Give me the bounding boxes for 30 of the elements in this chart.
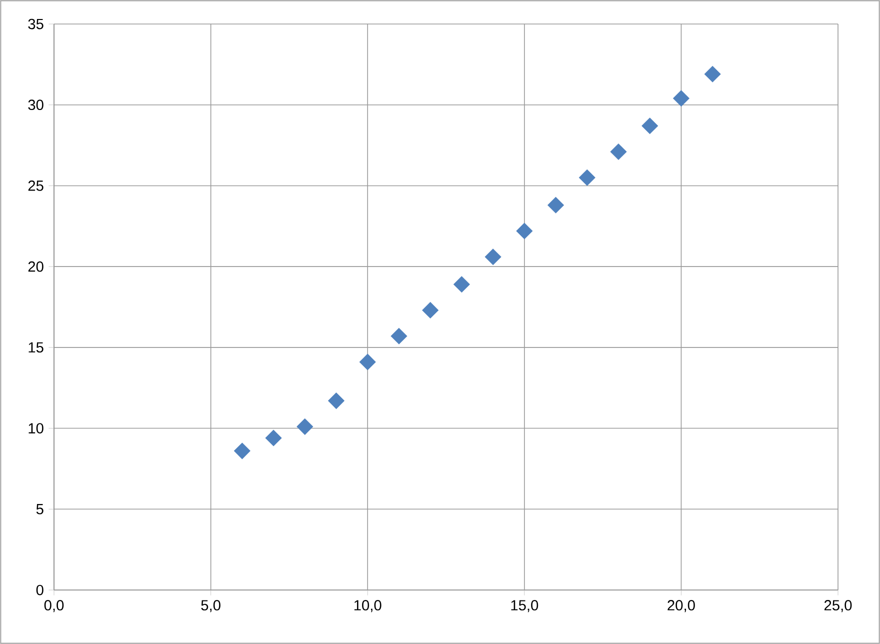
y-tick-label: 30 (28, 100, 44, 110)
point (328, 392, 344, 409)
x-tick-label: 0,0 (44, 600, 64, 612)
point (265, 430, 282, 446)
y-tick-label: 0 (36, 584, 44, 596)
point (516, 222, 533, 240)
x-tick-label: 10,0 (354, 600, 382, 612)
point (484, 248, 502, 266)
point (610, 144, 627, 160)
point (422, 302, 439, 318)
x-tick-label: 5,0 (201, 600, 220, 612)
y-tick-label: 20 (28, 261, 44, 272)
y-tick-label: 35 (28, 18, 44, 30)
point (548, 196, 564, 214)
x-tick-label: 20,0 (668, 600, 695, 612)
y-tick-label: 25 (28, 180, 44, 191)
y-tick-label: 15 (28, 342, 44, 353)
point (234, 442, 250, 460)
point (453, 276, 470, 293)
point (296, 418, 314, 435)
point (642, 118, 658, 134)
x-tick-label: 25,0 (824, 600, 852, 612)
point (359, 354, 376, 370)
point (704, 66, 721, 82)
y-tick-label: 5 (36, 504, 44, 514)
x-tick-label: 15,0 (511, 600, 538, 612)
y-tick-label: 10 (28, 423, 44, 434)
point (390, 328, 408, 344)
point (673, 90, 690, 107)
point (578, 169, 596, 186)
